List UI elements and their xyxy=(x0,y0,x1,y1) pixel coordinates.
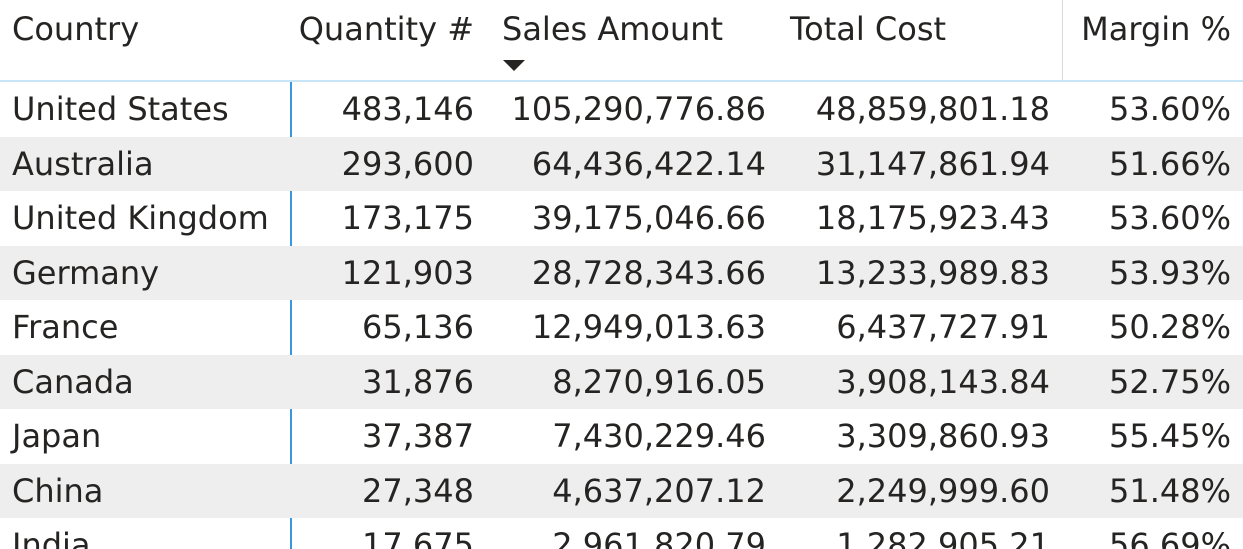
table-row[interactable]: Japan 37,387 7,430,229.46 3,309,860.93 5… xyxy=(0,409,1243,464)
cell-total-cost: 31,147,861.94 xyxy=(815,144,1050,183)
cell-country: Canada xyxy=(12,362,134,401)
cell-country: United States xyxy=(12,90,229,128)
column-header-label: Quantity # xyxy=(298,10,474,48)
cell-country: United Kingdom xyxy=(12,199,269,237)
cell-total-cost: 2,249,999.60 xyxy=(836,471,1050,510)
cell-country: Australia xyxy=(12,144,154,183)
column-header-total-cost[interactable]: Total Cost xyxy=(778,0,1062,80)
cell-country: Germany xyxy=(12,253,160,292)
table-row[interactable]: China 27,348 4,637,207.12 2,249,999.60 5… xyxy=(0,463,1243,518)
cell-margin: 51.48% xyxy=(1108,471,1231,510)
table-header: Country Quantity # Sales Amount Total Co… xyxy=(0,0,1243,82)
cell-margin: 56.69% xyxy=(1108,526,1231,549)
column-header-label: Total Cost xyxy=(790,10,947,48)
cell-sales-amount: 2,961,820.79 xyxy=(552,526,766,549)
column-separator xyxy=(290,82,292,549)
cell-sales-amount: 12,949,013.63 xyxy=(531,308,766,346)
cell-country: Japan xyxy=(12,417,102,455)
cell-total-cost: 3,908,143.84 xyxy=(836,362,1050,401)
cell-quantity: 173,175 xyxy=(341,199,474,237)
cell-quantity: 121,903 xyxy=(341,253,474,292)
cell-sales-amount: 8,270,916.05 xyxy=(552,362,766,401)
cell-total-cost: 48,859,801.18 xyxy=(815,90,1050,128)
column-header-margin[interactable]: Margin % xyxy=(1062,0,1243,80)
cell-sales-amount: 4,637,207.12 xyxy=(552,471,766,510)
cell-quantity: 483,146 xyxy=(341,90,474,128)
cell-quantity: 17,675 xyxy=(362,526,474,549)
cell-quantity: 37,387 xyxy=(362,417,474,455)
cell-quantity: 65,136 xyxy=(362,308,474,346)
cell-quantity: 293,600 xyxy=(341,144,474,183)
cell-sales-amount: 7,430,229.46 xyxy=(552,417,766,455)
cell-margin: 52.75% xyxy=(1108,362,1231,401)
cell-quantity: 27,348 xyxy=(362,471,474,510)
table-row[interactable]: Germany 121,903 28,728,343.66 13,233,989… xyxy=(0,245,1243,300)
cell-total-cost: 6,437,727.91 xyxy=(836,308,1050,346)
cell-country: India xyxy=(12,526,91,549)
cell-margin: 51.66% xyxy=(1108,144,1231,183)
cell-country: France xyxy=(12,308,119,346)
column-header-label: Country xyxy=(12,10,140,48)
cell-sales-amount: 39,175,046.66 xyxy=(531,199,766,237)
cell-margin: 53.60% xyxy=(1108,90,1231,128)
cell-margin: 53.60% xyxy=(1108,199,1231,237)
table-body: United States 483,146 105,290,776.86 48,… xyxy=(0,82,1243,549)
cell-sales-amount: 28,728,343.66 xyxy=(531,253,766,292)
table-row[interactable]: Canada 31,876 8,270,916.05 3,908,143.84 … xyxy=(0,354,1243,409)
column-header-label: Margin % xyxy=(1081,10,1231,48)
column-header-quantity[interactable]: Quantity # xyxy=(292,0,488,80)
column-header-country[interactable]: Country xyxy=(0,0,292,80)
cell-sales-amount: 64,436,422.14 xyxy=(531,144,766,183)
table-row[interactable]: United States 483,146 105,290,776.86 48,… xyxy=(0,82,1243,137)
sort-descending-icon xyxy=(503,60,525,71)
table-row[interactable]: United Kingdom 173,175 39,175,046.66 18,… xyxy=(0,191,1243,246)
cell-total-cost: 1,282,905.21 xyxy=(836,526,1050,549)
cell-sales-amount: 105,290,776.86 xyxy=(511,90,766,128)
cell-country: China xyxy=(12,471,104,510)
cell-total-cost: 3,309,860.93 xyxy=(836,417,1050,455)
cell-quantity: 31,876 xyxy=(362,362,474,401)
cell-total-cost: 18,175,923.43 xyxy=(815,199,1050,237)
cell-margin: 53.93% xyxy=(1108,253,1231,292)
column-header-label: Sales Amount xyxy=(502,10,724,48)
table-row[interactable]: Australia 293,600 64,436,422.14 31,147,8… xyxy=(0,136,1243,191)
table-row[interactable]: India 17,675 2,961,820.79 1,282,905.21 5… xyxy=(0,518,1243,549)
cell-total-cost: 13,233,989.83 xyxy=(815,253,1050,292)
cell-margin: 50.28% xyxy=(1108,308,1231,346)
column-header-sales-amount[interactable]: Sales Amount xyxy=(488,0,778,80)
cell-margin: 55.45% xyxy=(1108,417,1231,455)
table-row[interactable]: France 65,136 12,949,013.63 6,437,727.91… xyxy=(0,300,1243,355)
